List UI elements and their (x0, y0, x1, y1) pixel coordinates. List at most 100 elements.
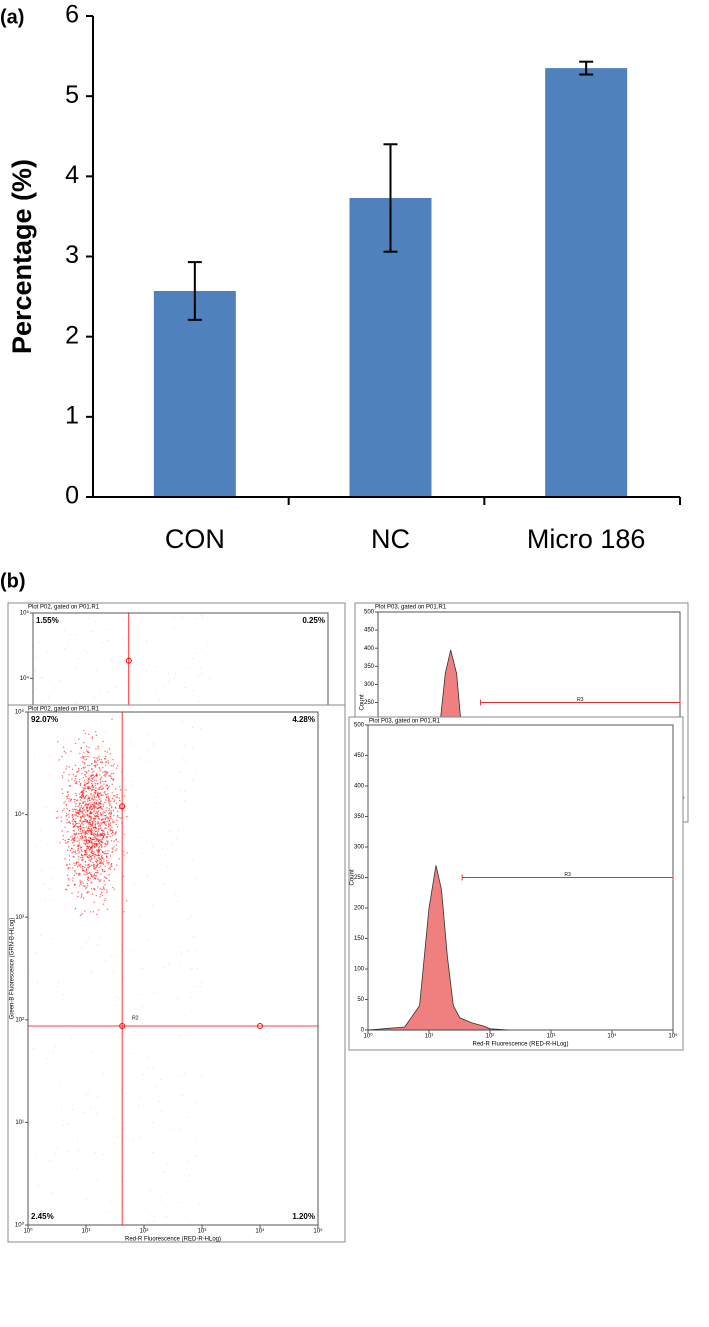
event-dot (109, 815, 112, 818)
event-dot (71, 817, 74, 819)
event-dot (148, 1067, 150, 1068)
event-dot (94, 829, 96, 831)
event-dot (79, 857, 82, 859)
event-dot (107, 762, 110, 764)
event-dot (69, 849, 72, 852)
event-dot (54, 1153, 56, 1155)
event-dot (77, 895, 79, 898)
event-dot (182, 617, 184, 619)
event-dot (72, 880, 74, 882)
event-dot (137, 1058, 139, 1060)
event-dot (105, 761, 107, 764)
event-dot (98, 827, 100, 830)
event-dot (73, 862, 75, 864)
event-dot (98, 909, 100, 911)
event-dot (173, 628, 175, 629)
event-dot (96, 1095, 98, 1097)
event-dot (194, 1137, 196, 1139)
event-dot (186, 1116, 188, 1118)
event-dot (76, 812, 78, 814)
event-dot (117, 810, 119, 813)
event-dot (72, 823, 74, 826)
event-dot (118, 998, 120, 1000)
event-dot (192, 747, 194, 749)
event-dot (85, 776, 87, 778)
event-dot (97, 748, 98, 750)
event-dot (86, 855, 89, 858)
event-dot (148, 761, 150, 763)
event-dot (97, 757, 99, 759)
event-dot (73, 801, 76, 803)
event-dot (70, 836, 72, 838)
event-dot (77, 827, 79, 829)
event-dot (143, 1209, 145, 1210)
event-dot (75, 792, 77, 795)
event-dot (65, 812, 68, 815)
event-dot (193, 935, 195, 937)
event-dot (84, 783, 86, 786)
event-dot (97, 886, 99, 888)
event-dot (93, 793, 95, 795)
event-dot (84, 781, 86, 784)
event-dot (91, 893, 94, 895)
event-dot (185, 759, 187, 761)
event-dot (167, 1191, 169, 1193)
event-dot (112, 971, 114, 973)
event-dot (77, 852, 79, 854)
event-dot (99, 807, 102, 809)
event-dot (93, 866, 95, 868)
event-dot (199, 668, 201, 670)
y-tick-label: 250 (354, 875, 365, 881)
event-dot (90, 782, 93, 785)
event-dot (83, 649, 85, 651)
event-dot (98, 879, 100, 881)
event-dot (110, 776, 112, 778)
event-dot (93, 775, 96, 778)
y-tick-label: 0 (65, 482, 79, 510)
event-dot (90, 841, 93, 844)
event-dot (192, 690, 194, 691)
event-dot (60, 726, 62, 728)
event-dot (95, 871, 97, 874)
event-dot (81, 793, 84, 796)
gate-handle (119, 1023, 126, 1030)
event-dot (111, 718, 113, 720)
event-dot (89, 865, 91, 867)
event-dot (105, 855, 108, 857)
event-dot (174, 673, 176, 675)
event-dot (83, 901, 84, 903)
event-dot (68, 846, 70, 848)
quadrant-percent: 92.07% (31, 715, 58, 724)
y-tick-label: 3 (65, 241, 79, 269)
y-tick-label: 10² (15, 1017, 24, 1023)
event-dot (92, 805, 95, 807)
event-dot (68, 810, 71, 812)
event-dot (101, 863, 103, 865)
event-dot (99, 774, 101, 776)
event-dot (104, 801, 106, 804)
event-dot (130, 741, 132, 743)
event-dot (105, 1212, 107, 1214)
event-dot (67, 780, 70, 782)
event-dot (92, 854, 94, 857)
event-dot (145, 642, 146, 644)
event-dot (87, 814, 89, 816)
event-dot (66, 874, 69, 876)
event-dot (105, 814, 107, 817)
event-dot (153, 1220, 154, 1222)
event-dot (97, 825, 100, 827)
event-dot (94, 760, 96, 762)
event-dot (73, 844, 75, 847)
event-dot (49, 1160, 51, 1162)
event-dot (115, 996, 117, 998)
event-dot (129, 919, 131, 921)
event-dot (97, 840, 100, 842)
event-dot (84, 851, 87, 853)
gate-handle (257, 1023, 263, 1030)
event-dot (152, 1151, 154, 1153)
event-dot (98, 851, 100, 853)
event-dot (86, 1199, 88, 1201)
event-dot (86, 847, 88, 849)
event-dot (179, 771, 181, 773)
y-tick-label: 200 (354, 906, 365, 912)
